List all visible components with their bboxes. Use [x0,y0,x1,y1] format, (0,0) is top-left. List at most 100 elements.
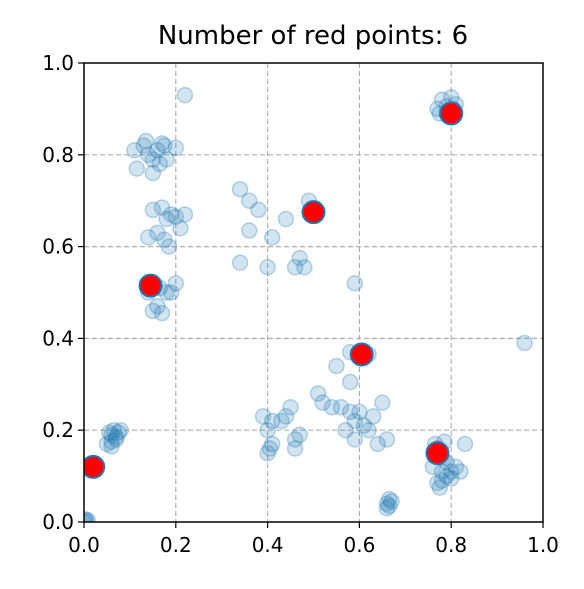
blue-point [98,435,116,453]
blue-point [263,229,281,246]
red-point [84,454,106,479]
y-axis: 0.0 0.2 0.4 0.6 0.8 1.0 [42,51,84,534]
red-point [349,342,374,367]
x-tick-label: 0.2 [160,533,192,557]
blue-point [282,399,299,416]
blue-point [176,206,194,223]
blue-point [259,259,276,276]
blue-point [144,302,162,320]
blue-point [378,495,396,512]
blue-point [378,431,396,448]
blue-point [346,431,364,448]
blue-point [360,421,377,439]
blue-point [100,424,118,441]
y-tick-label: 0.2 [42,418,74,442]
blue-point [263,412,281,430]
red-point [425,441,450,466]
blue-point [153,304,171,322]
blue-point [355,417,373,434]
red-point [301,200,326,225]
chart-title: Number of red points: 6 [158,21,468,51]
blue-point [176,86,194,104]
blue-point [259,421,276,439]
blue-point [110,424,127,441]
blue-point [328,357,345,375]
blue-point [107,431,125,448]
blue-point [149,224,166,242]
blue-point [261,440,279,457]
blue-point [314,394,331,411]
plot-area-frame [83,62,544,523]
blue-point [291,426,308,444]
blue-point [438,467,455,485]
blue-point [162,206,180,223]
blue-point [332,399,350,416]
blue-point [442,470,460,487]
blue-point [369,435,387,453]
blue-point [433,472,451,489]
red-point [439,101,464,126]
blue-point [140,146,157,164]
blue-point [103,438,120,455]
blue-point [128,160,146,177]
blue-point [160,238,178,255]
blue-point [140,229,157,246]
blue-point [144,164,162,182]
y-tick-label: 0.8 [42,143,74,167]
y-tick-label: 0.0 [42,510,74,534]
data-points [84,86,533,522]
blue-point [107,428,125,446]
blue-point [84,513,93,522]
blue-point [277,210,295,228]
blue-point [144,151,162,168]
blue-point [167,275,185,292]
blue-point [456,435,474,453]
y-tick-label: 0.6 [42,235,74,259]
blue-point [240,192,258,209]
blue-point [286,440,304,457]
blue-point [167,208,185,226]
y-tick-label: 0.4 [42,326,74,350]
blue-point [378,499,396,517]
blue-point [383,493,400,510]
blue-point [516,334,533,352]
blue-point [323,399,341,416]
blue-point [447,458,465,476]
blue-point [158,151,175,168]
blue-point [156,137,173,154]
x-tick-label: 1.0 [527,533,559,557]
blue-point [126,141,143,159]
blue-point [135,137,152,154]
blue-point [374,394,391,411]
blue-point [341,403,359,421]
blue-point [137,132,155,150]
blue-point [296,259,313,276]
x-tick-label: 0.0 [68,533,100,557]
blue-point [112,421,129,439]
grid-lines [84,63,543,522]
blue-point [431,479,448,496]
blue-point [452,463,469,480]
blue-point [105,421,123,439]
blue-point [149,298,166,315]
blue-point [151,155,168,173]
blue-point [337,421,354,439]
blue-point [156,231,173,248]
blue-point [153,135,171,152]
blue-point [149,141,166,159]
blue-point [341,373,359,391]
blue-point [84,512,95,522]
blue-point [273,412,290,430]
blue-point [167,139,185,157]
blue-point [380,490,398,508]
blue-point [231,180,249,198]
blue-point [429,474,446,492]
blue-point [162,284,180,301]
blue-point [103,426,120,444]
blue-point [144,201,162,219]
x-tick-label: 0.4 [252,533,284,557]
x-axis: 0.0 0.2 0.4 0.6 0.8 1.0 [68,522,559,557]
blue-point [346,412,364,430]
blue-point [277,408,295,425]
